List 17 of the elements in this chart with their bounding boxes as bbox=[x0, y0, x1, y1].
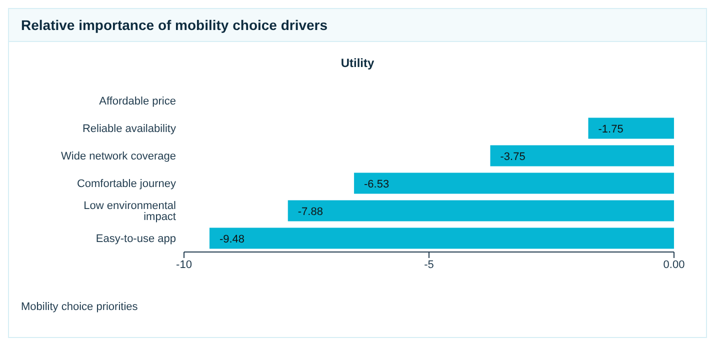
data-label: -3.75 bbox=[500, 150, 526, 163]
y-tick-label: Reliable availability bbox=[82, 123, 176, 136]
data-label: -7.88 bbox=[298, 206, 323, 218]
y-tick-label: Comfortable journey bbox=[76, 178, 176, 190]
x-tick-label: 0.00 bbox=[663, 258, 685, 271]
y-tick-label: Easy-to-use app bbox=[96, 233, 176, 246]
x-tick-label: -10 bbox=[176, 258, 192, 271]
text: Mobility choice priorities bbox=[20, 300, 139, 313]
chart-subtitle: Utility bbox=[340, 56, 376, 70]
y-tick-label: Low environmental impact bbox=[84, 200, 176, 224]
y-tick-label: Affordable price bbox=[99, 96, 176, 108]
x-tick-label: -5 bbox=[424, 258, 434, 271]
y-tick-label: Wide network coverage bbox=[61, 150, 176, 163]
chart-title: Relative importance of mobility choice drivers bbox=[9, 9, 706, 42]
data-label: -9.48 bbox=[219, 233, 245, 246]
data-label: -1.75 bbox=[598, 123, 624, 136]
data-label: -6.53 bbox=[364, 178, 390, 190]
